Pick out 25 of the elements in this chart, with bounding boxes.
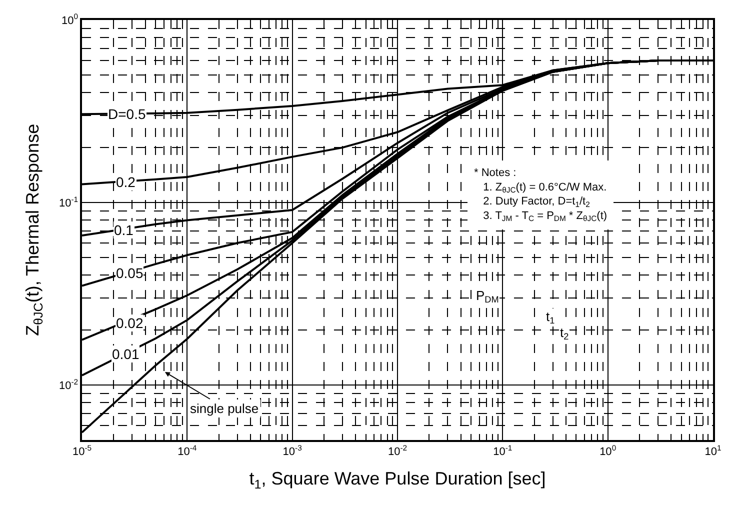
annotation: 0.02 <box>116 315 144 331</box>
annotation: 2. Duty Factor, D=t$_{1}$/t$_{2}$ <box>474 196 590 209</box>
annotation: P$_{DM}$ <box>476 288 499 305</box>
annotation: single pulse <box>190 401 259 416</box>
annotation: D=0.5 <box>108 106 146 122</box>
x-tick-label: 10$^{-1}$ <box>493 443 512 458</box>
x-tick-label: 10$^{1}$ <box>704 443 722 458</box>
annotation: 0.05 <box>116 265 144 281</box>
y-tick-label: 10$^{-2}$ <box>58 377 78 392</box>
annotation: * Notes : <box>474 167 516 179</box>
annotation: 1. Z$_{θJC}$(t) = 0.6°C/W Max. <box>474 181 607 195</box>
x-axis-title: t$_{1}$, Square Wave Pulse Duration [sec] <box>249 468 546 492</box>
x-tick-label: 10$^{-2}$ <box>388 443 408 458</box>
annotation: t$_{1}$ <box>546 309 555 326</box>
y-tick-label: 10$^{-1}$ <box>58 194 78 210</box>
annotation: 0.1 <box>114 222 134 238</box>
annotation: 0.01 <box>112 346 140 362</box>
annotation: t$_{2}$ <box>560 325 569 342</box>
y-tick-label: 10$^{0}$ <box>62 12 78 27</box>
x-tick-label: 10$^{-3}$ <box>282 443 302 458</box>
x-tick-label: 10$^{-5}$ <box>72 443 92 458</box>
x-tick-label: 10$^{-4}$ <box>178 443 198 458</box>
annotation: 0.2 <box>116 174 136 190</box>
x-tick-label: 10$^{0}$ <box>600 443 616 458</box>
text: 3. T$_{JM}$ - T$_{C}$ = P$_{DM}$ * Z$_{θJC}$(t) <box>483 210 608 224</box>
